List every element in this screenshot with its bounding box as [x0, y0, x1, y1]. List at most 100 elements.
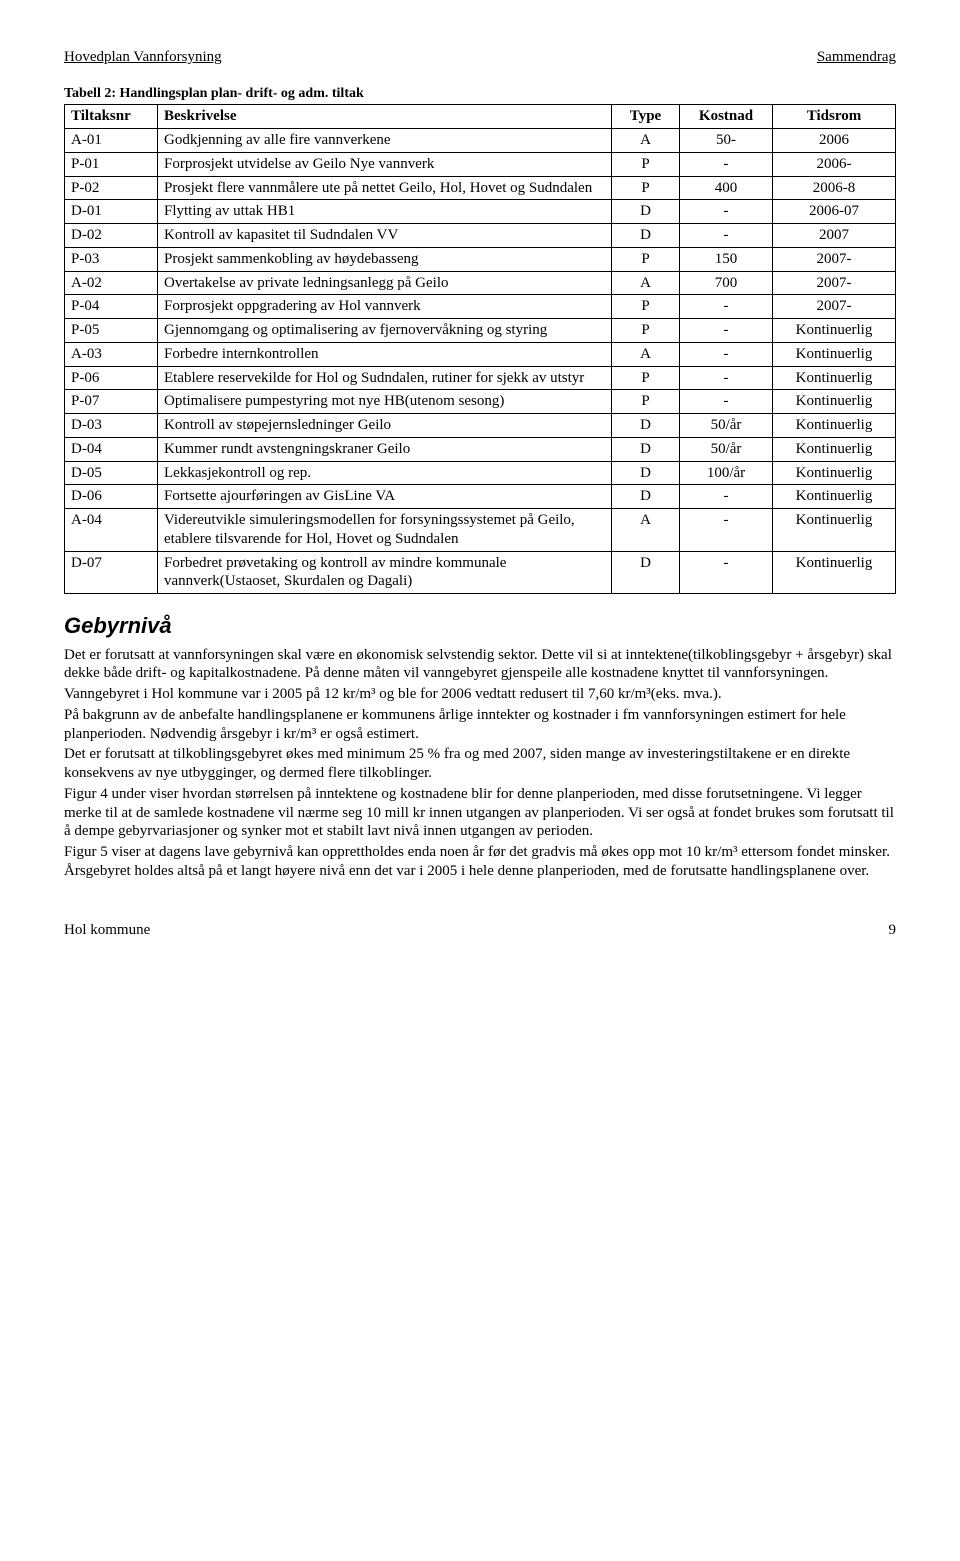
table-cell: Forbedre internkontrollen: [158, 342, 612, 366]
table-row: A-04Videreutvikle simuleringsmodellen fo…: [65, 509, 896, 552]
table-cell: D: [612, 461, 680, 485]
body-paragraph: Figur 4 under viser hvordan størrelsen p…: [64, 785, 896, 841]
table-row: P-04Forprosjekt oppgradering av Hol vann…: [65, 295, 896, 319]
table-cell: P: [612, 152, 680, 176]
table-cell: 100/år: [680, 461, 773, 485]
footer-left: Hol kommune: [64, 921, 150, 940]
table-row: A-03Forbedre internkontrollenA-Kontinuer…: [65, 342, 896, 366]
col-header-type: Type: [612, 105, 680, 129]
table-cell: P: [612, 247, 680, 271]
table-cell: 2007-: [773, 295, 896, 319]
table-cell: A: [612, 129, 680, 153]
table-cell: D: [612, 414, 680, 438]
table-cell: -: [680, 485, 773, 509]
table-cell: -: [680, 509, 773, 552]
table-cell: D-04: [65, 437, 158, 461]
table-cell: Kontinuerlig: [773, 461, 896, 485]
table-cell: 2006-8: [773, 176, 896, 200]
table-cell: Forbedret prøvetaking og kontroll av min…: [158, 551, 612, 594]
table-row: D-05Lekkasjekontroll og rep.D100/årKonti…: [65, 461, 896, 485]
table-cell: 2007-: [773, 271, 896, 295]
table-cell: Etablere reservekilde for Hol og Sudndal…: [158, 366, 612, 390]
table-cell: Forprosjekt utvidelse av Geilo Nye vannv…: [158, 152, 612, 176]
table-row: D-04Kummer rundt avstengningskraner Geil…: [65, 437, 896, 461]
section-heading-gebyrniva: Gebyrnivå: [64, 612, 896, 640]
table-cell: -: [680, 200, 773, 224]
table-cell: 2006-: [773, 152, 896, 176]
section-body: Det er forutsatt at vannforsyningen skal…: [64, 646, 896, 881]
table-cell: Kontroll av støpejernsledninger Geilo: [158, 414, 612, 438]
body-paragraph: Det er forutsatt at tilkoblingsgebyret ø…: [64, 745, 896, 783]
handlingsplan-table: Tiltaksnr Beskrivelse Type Kostnad Tidsr…: [64, 104, 896, 594]
body-paragraph: Det er forutsatt at vannforsyningen skal…: [64, 646, 896, 684]
table-cell: A-03: [65, 342, 158, 366]
table-cell: D-06: [65, 485, 158, 509]
table-cell: -: [680, 295, 773, 319]
table-cell: P-01: [65, 152, 158, 176]
table-cell: A: [612, 342, 680, 366]
table-cell: -: [680, 390, 773, 414]
col-header-tiltaksnr: Tiltaksnr: [65, 105, 158, 129]
table-cell: Kontinuerlig: [773, 485, 896, 509]
table-cell: Videreutvikle simuleringsmodellen for fo…: [158, 509, 612, 552]
table-cell: A-01: [65, 129, 158, 153]
table-cell: Kontinuerlig: [773, 551, 896, 594]
table-cell: -: [680, 366, 773, 390]
table-cell: A: [612, 271, 680, 295]
table-cell: 50/år: [680, 414, 773, 438]
table-cell: -: [680, 551, 773, 594]
table-cell: P-07: [65, 390, 158, 414]
body-paragraph: Figur 5 viser at dagens lave gebyrnivå k…: [64, 843, 896, 881]
table-row: P-02Prosjekt flere vannmålere ute på net…: [65, 176, 896, 200]
table-cell: D-05: [65, 461, 158, 485]
table-cell: 2007-: [773, 247, 896, 271]
table-cell: D-03: [65, 414, 158, 438]
table-row: P-03Prosjekt sammenkobling av høydebasse…: [65, 247, 896, 271]
table-row: P-05Gjennomgang og optimalisering av fje…: [65, 319, 896, 343]
footer-page-number: 9: [889, 921, 897, 940]
table-cell: A: [612, 509, 680, 552]
table-cell: Kontinuerlig: [773, 366, 896, 390]
col-header-tidsrom: Tidsrom: [773, 105, 896, 129]
table-cell: Godkjenning av alle fire vannverkene: [158, 129, 612, 153]
table-cell: P: [612, 319, 680, 343]
table-row: D-07Forbedret prøvetaking og kontroll av…: [65, 551, 896, 594]
table-row: D-01Flytting av uttak HB1D-2006-07: [65, 200, 896, 224]
table-cell: Forprosjekt oppgradering av Hol vannverk: [158, 295, 612, 319]
table-cell: P-04: [65, 295, 158, 319]
col-header-kostnad: Kostnad: [680, 105, 773, 129]
table-cell: -: [680, 152, 773, 176]
table-cell: 700: [680, 271, 773, 295]
table-cell: Lekkasjekontroll og rep.: [158, 461, 612, 485]
table-cell: P: [612, 295, 680, 319]
table-cell: Kontinuerlig: [773, 390, 896, 414]
table-cell: D: [612, 551, 680, 594]
table-cell: Kontinuerlig: [773, 437, 896, 461]
table-row: P-06Etablere reservekilde for Hol og Sud…: [65, 366, 896, 390]
table-cell: 2007: [773, 224, 896, 248]
table-cell: D: [612, 224, 680, 248]
table-cell: Kontinuerlig: [773, 342, 896, 366]
table-cell: 2006-07: [773, 200, 896, 224]
table-cell: Flytting av uttak HB1: [158, 200, 612, 224]
table-cell: D-01: [65, 200, 158, 224]
table-cell: Fortsette ajourføringen av GisLine VA: [158, 485, 612, 509]
page-header: Hovedplan Vannforsyning Sammendrag: [64, 48, 896, 67]
table-cell: Kontinuerlig: [773, 319, 896, 343]
table-cell: Kontinuerlig: [773, 414, 896, 438]
table-row: A-02Overtakelse av private ledningsanleg…: [65, 271, 896, 295]
table-cell: P-02: [65, 176, 158, 200]
table-cell: D-07: [65, 551, 158, 594]
table-cell: 400: [680, 176, 773, 200]
body-paragraph: Vanngebyret i Hol kommune var i 2005 på …: [64, 685, 896, 704]
table-cell: D: [612, 200, 680, 224]
table-cell: D: [612, 485, 680, 509]
body-paragraph: På bakgrunn av de anbefalte handlingspla…: [64, 706, 896, 744]
table-row: D-03Kontroll av støpejernsledninger Geil…: [65, 414, 896, 438]
table-cell: 50/år: [680, 437, 773, 461]
table-cell: 2006: [773, 129, 896, 153]
table-row: D-06Fortsette ajourføringen av GisLine V…: [65, 485, 896, 509]
header-right: Sammendrag: [817, 48, 896, 67]
table-header-row: Tiltaksnr Beskrivelse Type Kostnad Tidsr…: [65, 105, 896, 129]
table-row: A-01Godkjenning av alle fire vannverkene…: [65, 129, 896, 153]
